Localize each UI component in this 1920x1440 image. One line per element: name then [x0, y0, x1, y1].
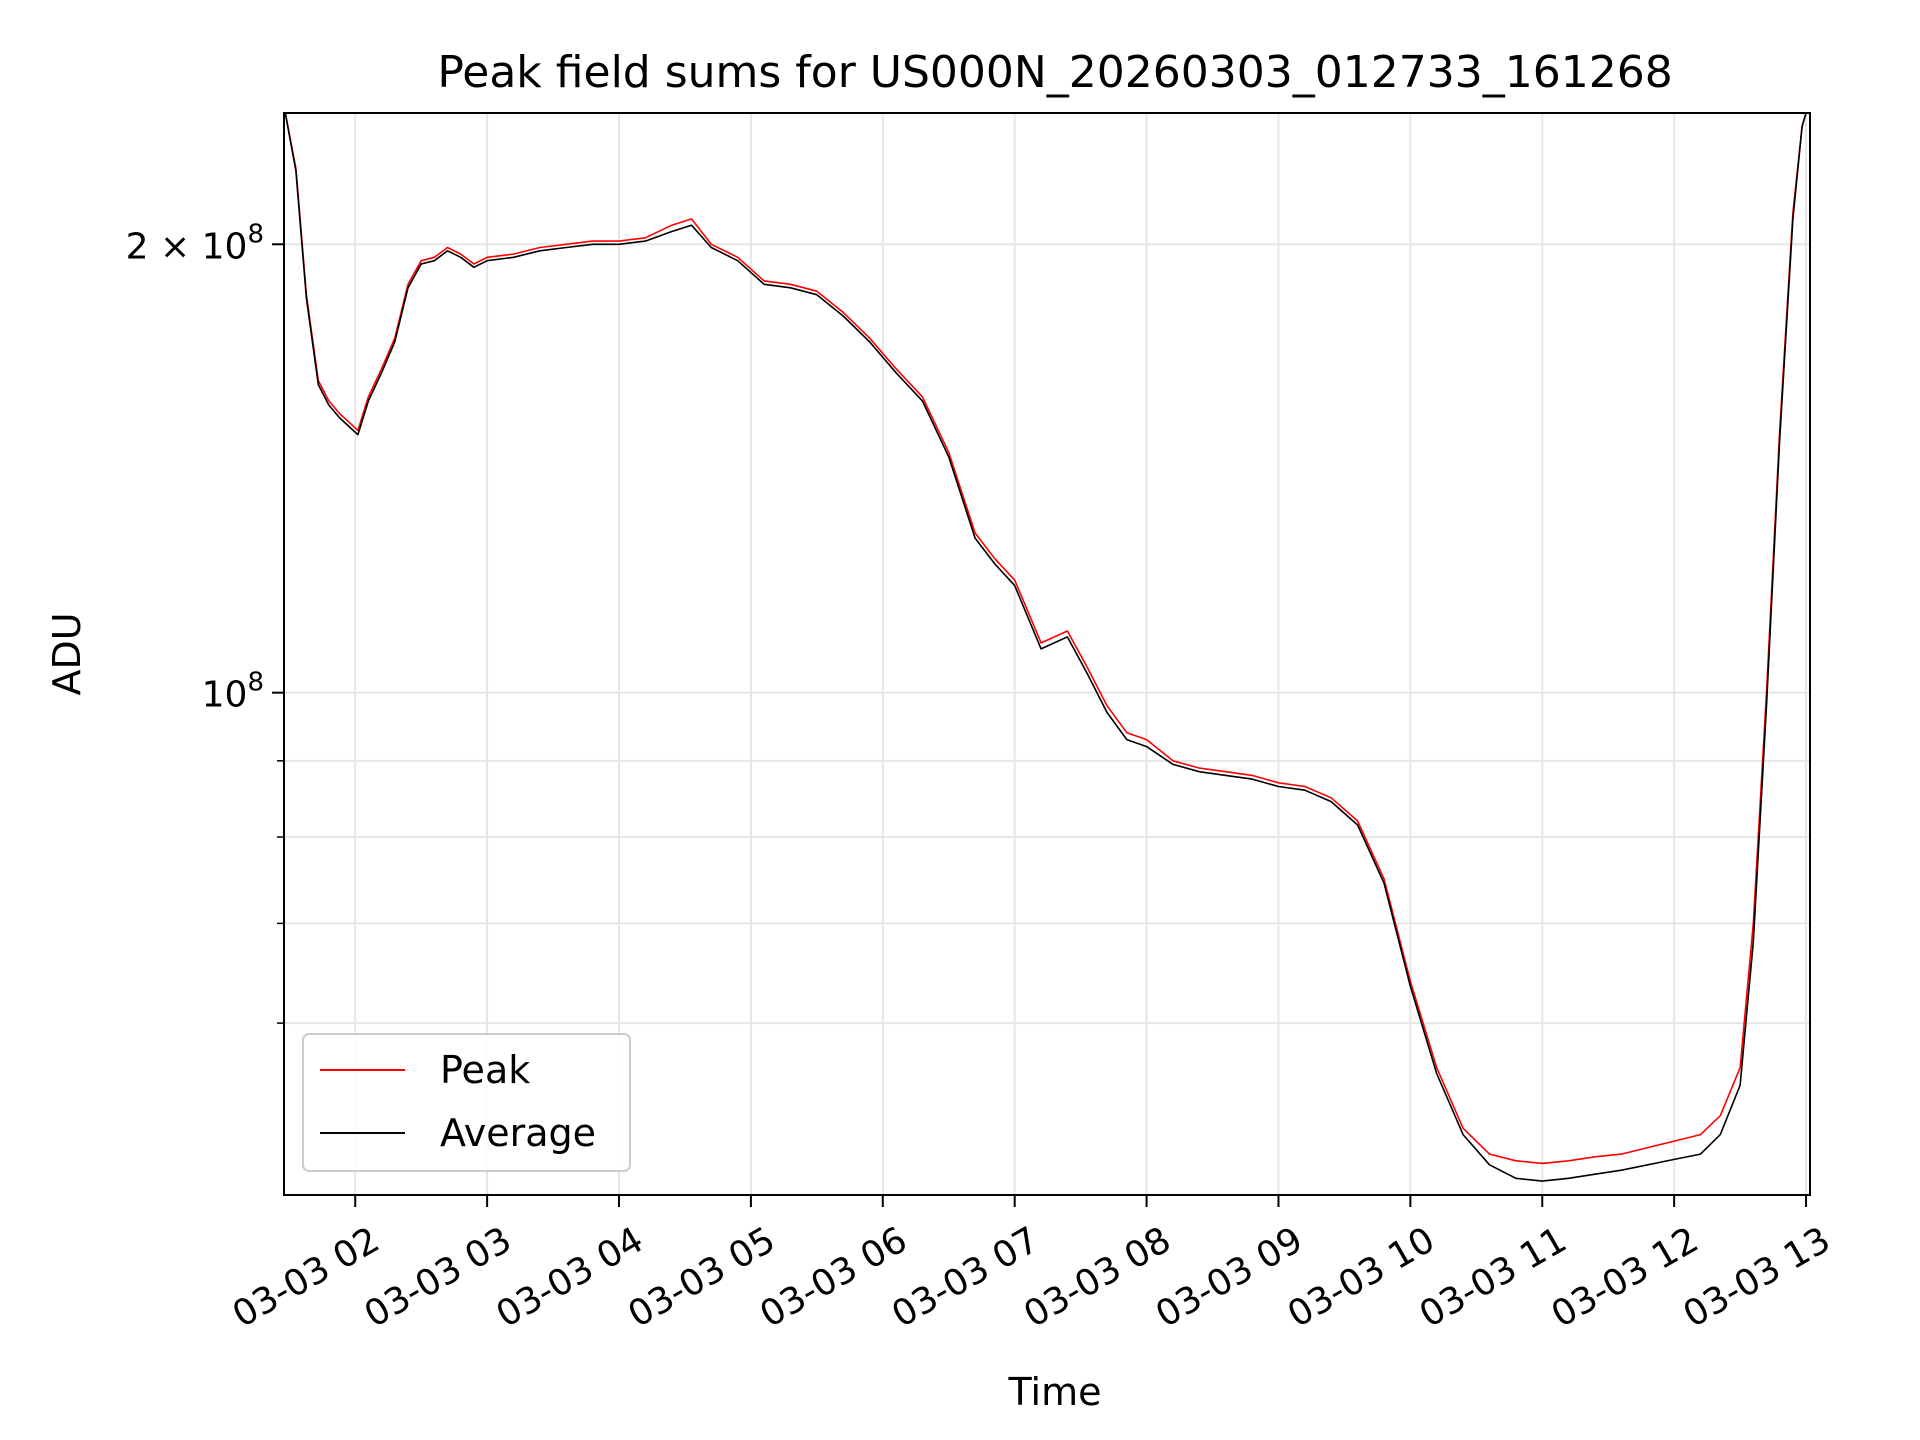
series-layer	[284, 113, 1807, 1182]
series-line-average	[284, 113, 1807, 1182]
legend: Peak Average	[302, 1033, 631, 1172]
y-tick-prefix: 2 ×	[126, 226, 202, 267]
series-line-peak	[284, 113, 1807, 1165]
y-tick-label: 2 × 108	[126, 219, 264, 267]
legend-average-label: Average	[440, 1111, 596, 1155]
legend-peak-label: Peak	[440, 1048, 530, 1092]
chart-title: Peak field sums for US000N_20260303_0127…	[437, 47, 1672, 98]
x-axis-label: Time	[1008, 1370, 1102, 1414]
y-tick-base: 10	[202, 226, 248, 267]
y-tick-base: 10	[202, 675, 248, 716]
plot-frame	[283, 112, 1811, 1196]
legend-box	[302, 1033, 631, 1172]
y-tick-label: 108	[202, 668, 264, 716]
y-tick-exponent: 8	[247, 668, 264, 698]
grid	[284, 113, 1810, 1195]
y-tick-exponent: 8	[247, 219, 264, 249]
y-axis-label: ADU	[45, 612, 89, 695]
